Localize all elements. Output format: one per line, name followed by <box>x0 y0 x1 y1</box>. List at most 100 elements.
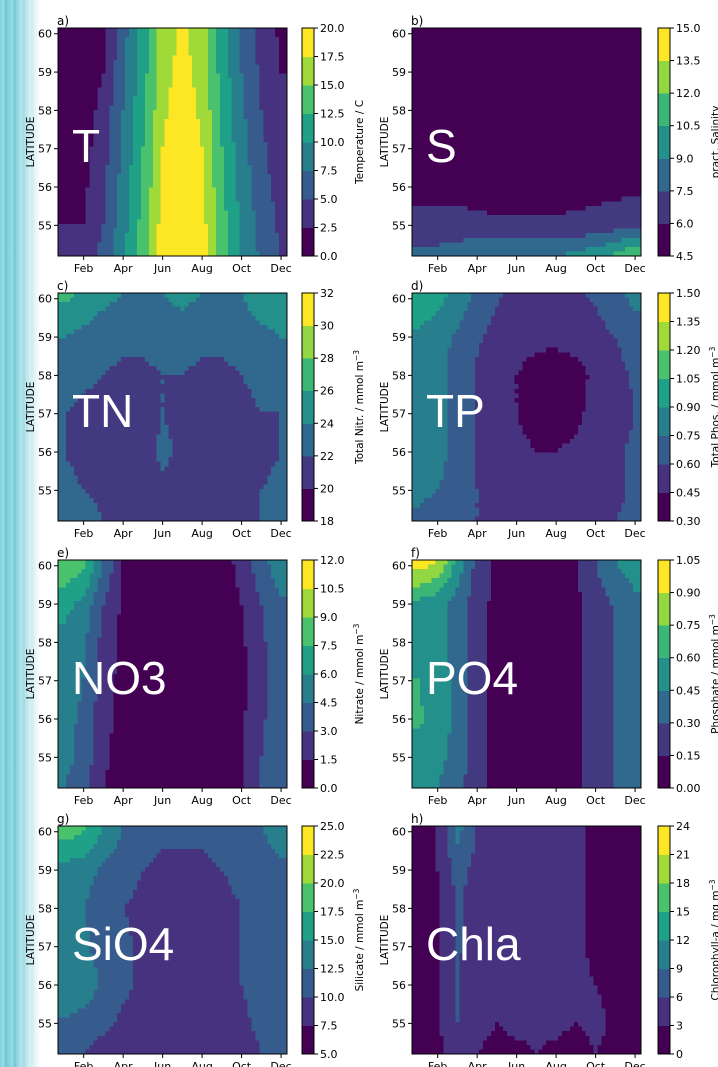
heatmap-cell <box>90 55 95 60</box>
heatmap-cell <box>101 119 106 124</box>
heatmap-cell <box>267 69 272 74</box>
heatmap-cell <box>255 119 260 124</box>
heatmap-cell <box>161 87 166 92</box>
heatmap-cell <box>188 119 193 124</box>
heatmap-cell <box>78 96 83 101</box>
heatmap-cell <box>184 137 189 142</box>
heatmap-cell <box>173 133 178 138</box>
heatmap-cell <box>200 51 205 56</box>
heatmap-cell <box>184 78 189 83</box>
heatmap-cell <box>125 55 130 60</box>
heatmap-cell <box>251 92 256 97</box>
heatmap-cell <box>212 96 217 101</box>
heatmap-cell <box>149 101 154 106</box>
heatmap-cell <box>200 83 205 88</box>
heatmap-cell <box>101 147 106 152</box>
heatmap-cell <box>113 119 118 124</box>
heatmap-cell <box>263 60 268 65</box>
heatmap-cell <box>251 142 256 147</box>
heatmap-cell <box>161 124 166 129</box>
heatmap-cell <box>74 60 79 65</box>
heatmap-cell <box>216 60 221 65</box>
heatmap-cell <box>121 55 126 60</box>
heatmap-cell <box>192 74 197 79</box>
heatmap-cell <box>200 101 205 106</box>
heatmap-cell <box>263 55 268 60</box>
heatmap-cell <box>62 101 67 106</box>
heatmap-cell <box>97 69 102 74</box>
heatmap-cell <box>90 42 95 47</box>
heatmap-cell <box>279 69 284 74</box>
heatmap-cell <box>117 124 122 129</box>
heatmap-cell <box>113 137 118 142</box>
heatmap-cell <box>86 33 91 38</box>
heatmap-cell <box>224 64 229 69</box>
heatmap-cell <box>208 69 213 74</box>
heatmap-cell <box>113 133 118 138</box>
heatmap-cell <box>259 69 264 74</box>
heatmap-cell <box>145 128 150 133</box>
heatmap-cell <box>275 74 280 79</box>
heatmap-cell <box>137 142 142 147</box>
heatmap-cell <box>141 74 146 79</box>
heatmap-cell <box>169 60 174 65</box>
heatmap-cell <box>271 128 276 133</box>
heatmap-cell <box>259 78 264 83</box>
heatmap-cell <box>101 133 106 138</box>
heatmap-cell <box>149 133 154 138</box>
heatmap-cell <box>121 28 126 33</box>
heatmap-cell <box>165 60 170 65</box>
heatmap-cell <box>176 110 181 115</box>
heatmap-cell <box>267 124 272 129</box>
heatmap-cell <box>228 46 233 51</box>
heatmap-cell <box>153 124 158 129</box>
heatmap-cell <box>216 142 221 147</box>
heatmap-cell <box>78 69 83 74</box>
heatmap-cell <box>66 69 71 74</box>
heatmap-cell <box>208 46 213 51</box>
heatmap-cell <box>78 64 83 69</box>
heatmap-cell <box>133 124 138 129</box>
heatmap-cell <box>66 74 71 79</box>
heatmap-cell <box>165 33 170 38</box>
heatmap-cell <box>105 147 110 152</box>
heatmap-cell <box>275 110 280 115</box>
heatmap-cell <box>279 124 284 129</box>
heatmap-cell <box>208 106 213 111</box>
heatmap-cell <box>192 115 197 120</box>
heatmap-cell <box>184 128 189 133</box>
heatmap-cell <box>232 69 237 74</box>
heatmap-cell <box>113 101 118 106</box>
heatmap-cell <box>200 119 205 124</box>
heatmap-cell <box>180 78 185 83</box>
heatmap-cell <box>165 64 170 69</box>
heatmap-cell <box>149 60 154 65</box>
heatmap-cell <box>244 64 249 69</box>
heatmap-cell <box>90 33 95 38</box>
heatmap-cell <box>157 92 162 97</box>
heatmap-cell <box>232 78 237 83</box>
heatmap-cell <box>240 137 245 142</box>
heatmap-cell <box>97 55 102 60</box>
heatmap-cell <box>94 87 99 92</box>
heatmap-cell <box>145 96 150 101</box>
heatmap-cell <box>78 106 83 111</box>
heatmap-cell <box>212 119 217 124</box>
heatmap-cell <box>153 74 158 79</box>
heatmap-cell <box>94 92 99 97</box>
heatmap-cell <box>149 37 154 42</box>
heatmap-cell <box>240 106 245 111</box>
heatmap-cell <box>133 74 138 79</box>
heatmap-cell <box>279 55 284 60</box>
heatmap-cell <box>196 51 201 56</box>
heatmap-cell <box>137 69 142 74</box>
heatmap-cell <box>78 33 83 38</box>
heatmap-cell <box>141 106 146 111</box>
heatmap-cell <box>94 96 99 101</box>
heatmap-cell <box>275 28 280 33</box>
heatmap-cell <box>66 147 71 152</box>
heatmap-cell <box>196 60 201 65</box>
heatmap-cell <box>204 142 209 147</box>
heatmap-cell <box>58 115 63 120</box>
